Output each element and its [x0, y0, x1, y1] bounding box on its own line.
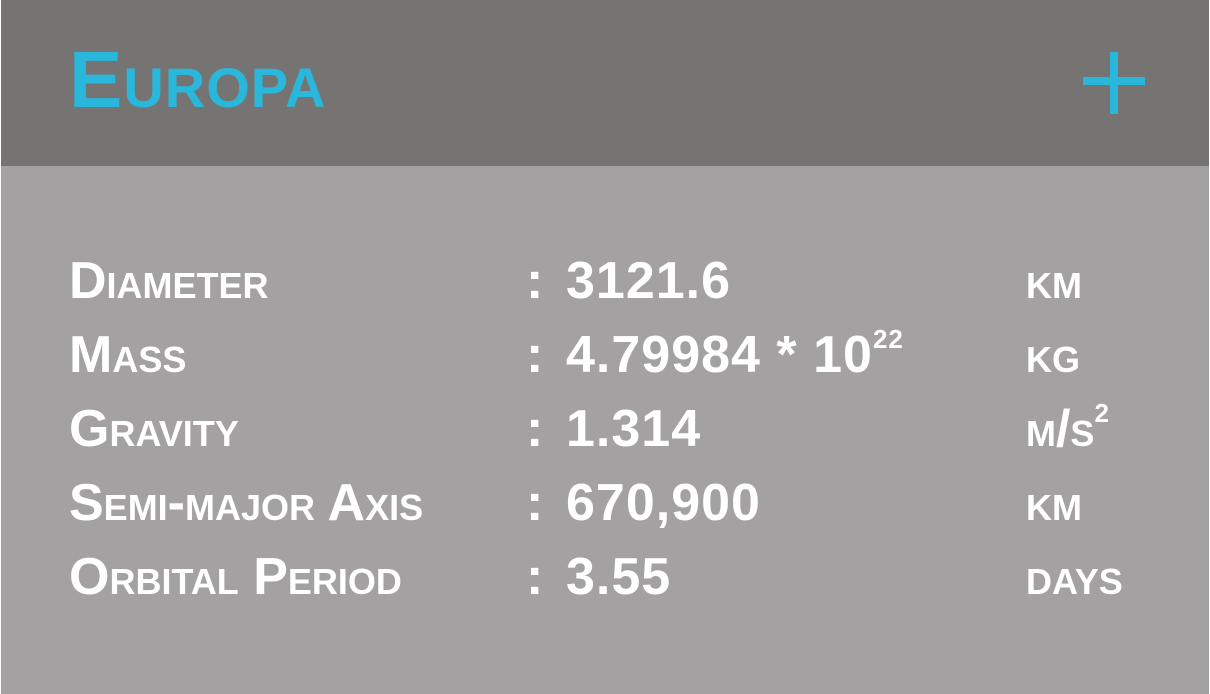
separator: :	[526, 548, 544, 606]
separator: :	[526, 326, 544, 384]
plus-icon[interactable]	[1083, 52, 1145, 114]
property-label: Gravity	[69, 400, 239, 458]
property-label: Semi-major Axis	[69, 474, 424, 532]
properties-list: Diameter : 3121.6 km Mass : 4.79984 * 10…	[1, 244, 1209, 614]
unit-exponent: 2	[1094, 397, 1109, 428]
separator: :	[526, 474, 544, 532]
property-label: Mass	[69, 326, 187, 384]
card-header: Europa	[1, 0, 1209, 166]
property-value-wrap: 4.79984 * 1022	[566, 318, 904, 392]
property-value: 670,900	[566, 474, 761, 532]
property-unit: days	[1026, 548, 1123, 606]
property-unit: km	[1026, 252, 1082, 310]
property-row-mass: Mass : 4.79984 * 1022 kg	[1, 318, 1209, 392]
property-row-semi-major-axis: Semi-major Axis : 670,900 km	[1, 466, 1209, 540]
value-exponent: 22	[872, 323, 904, 354]
property-value: 1.314	[566, 400, 702, 458]
page-title: Europa	[69, 35, 327, 124]
property-unit: km	[1026, 474, 1082, 532]
property-unit-wrap: m/s2	[1026, 392, 1109, 466]
property-value: 3121.6	[566, 252, 732, 310]
property-row-gravity: Gravity : 1.314 m/s2	[1, 392, 1209, 466]
separator: :	[526, 400, 544, 458]
property-label: Diameter	[69, 252, 269, 310]
property-unit: kg	[1026, 326, 1080, 384]
property-label: Orbital Period	[69, 548, 402, 606]
property-unit: m/s	[1026, 400, 1095, 458]
property-value: 3.55	[566, 548, 672, 606]
property-row-orbital-period: Orbital Period : 3.55 days	[1, 540, 1209, 614]
property-row-diameter: Diameter : 3121.6 km	[1, 244, 1209, 318]
separator: :	[526, 252, 544, 310]
property-value: 4.79984 * 10	[566, 326, 873, 384]
